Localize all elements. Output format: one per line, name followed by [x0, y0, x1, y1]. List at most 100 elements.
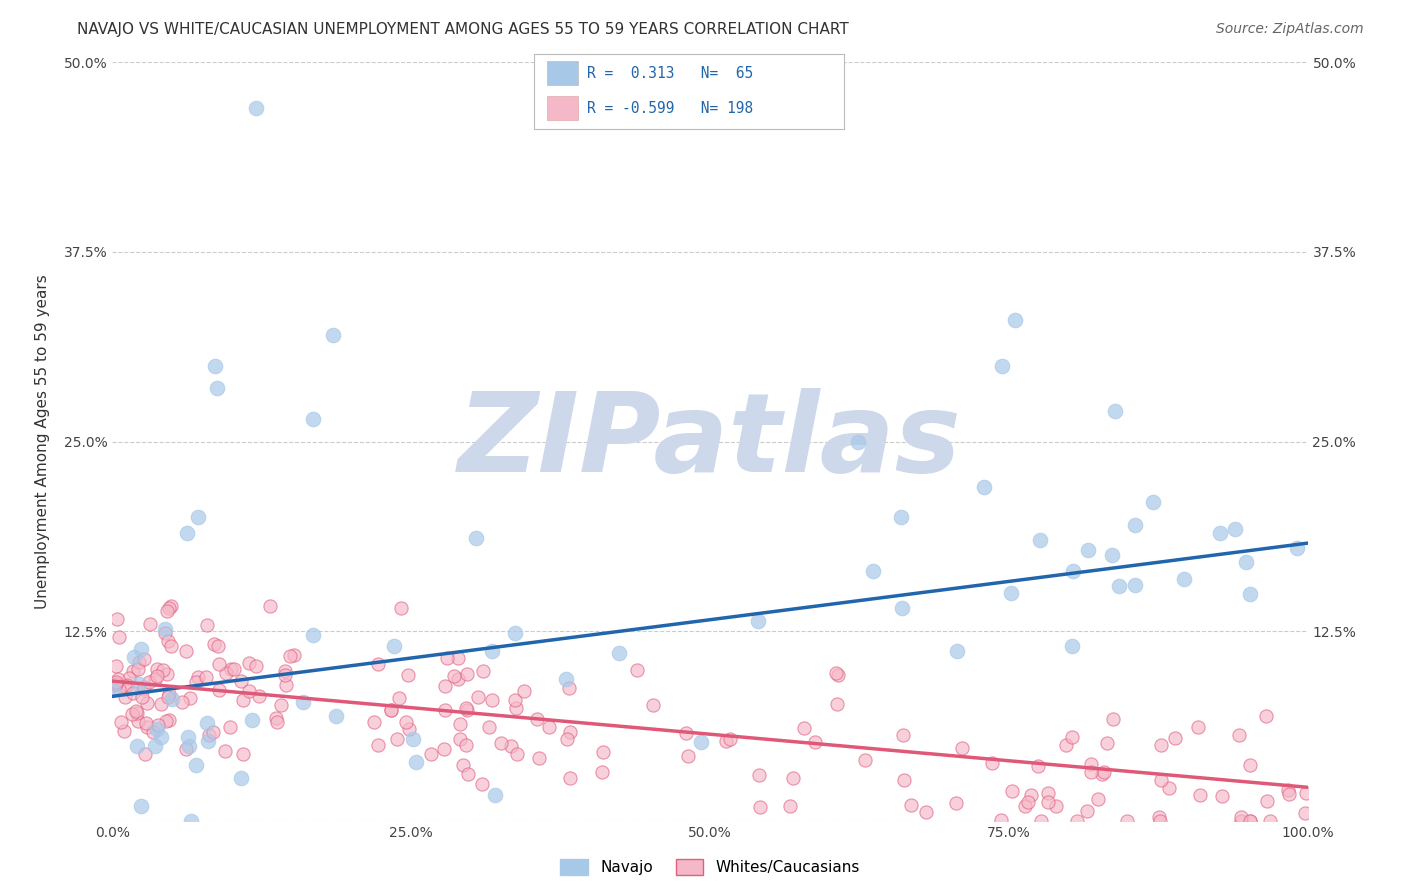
Point: [180, 814, 202, 828]
Point: [1239, 757, 1261, 772]
Point: [105, 675, 128, 690]
Point: [1077, 542, 1099, 557]
Point: [229, 673, 252, 688]
Point: [890, 601, 912, 615]
Point: [1125, 577, 1147, 591]
Bar: [547, 62, 578, 86]
Point: [1211, 789, 1233, 803]
Point: [125, 704, 148, 718]
Point: [499, 739, 522, 753]
Point: [146, 662, 169, 676]
Point: [720, 732, 742, 747]
Point: [396, 667, 419, 681]
Point: [152, 663, 174, 677]
Point: [853, 753, 876, 767]
Point: [219, 720, 242, 734]
Point: [1234, 555, 1257, 569]
Point: [503, 693, 526, 707]
Point: [434, 679, 457, 693]
Point: [108, 630, 131, 644]
Point: [689, 735, 711, 749]
Point: [367, 738, 389, 752]
Point: [238, 656, 260, 670]
Point: [554, 672, 576, 686]
Point: [198, 728, 221, 742]
Point: [104, 658, 127, 673]
Point: [443, 668, 465, 682]
Point: [205, 382, 228, 396]
Point: [513, 684, 536, 698]
Point: [131, 690, 153, 705]
Point: [748, 799, 770, 814]
Point: [207, 657, 229, 671]
Bar: [547, 96, 578, 120]
Point: [114, 690, 136, 704]
Point: [283, 648, 305, 662]
Point: [132, 680, 155, 694]
Point: [1004, 313, 1026, 327]
Point: [135, 696, 157, 710]
Point: [157, 687, 180, 701]
Point: [402, 731, 425, 746]
Point: [195, 670, 218, 684]
Point: [1239, 814, 1261, 828]
Point: [779, 799, 801, 814]
Point: [384, 639, 406, 653]
Point: [380, 703, 402, 717]
Point: [195, 715, 218, 730]
Point: [134, 747, 156, 761]
Point: [146, 722, 169, 736]
Point: [149, 697, 172, 711]
Point: [538, 720, 561, 734]
Point: [946, 644, 969, 658]
Point: [1150, 739, 1173, 753]
Text: R =  0.313   N=  65: R = 0.313 N= 65: [586, 66, 754, 81]
Point: [238, 684, 260, 698]
Point: [1230, 810, 1253, 824]
Point: [274, 664, 297, 678]
Point: [259, 599, 281, 613]
Point: [197, 734, 219, 748]
Point: [748, 768, 770, 782]
Point: [950, 741, 973, 756]
Point: [827, 668, 849, 682]
Point: [991, 359, 1014, 373]
Point: [273, 668, 295, 682]
Point: [157, 690, 180, 704]
Point: [1092, 765, 1115, 780]
Point: [447, 651, 470, 665]
Point: [157, 713, 180, 727]
Point: [1157, 780, 1180, 795]
Point: [204, 359, 226, 373]
Point: [128, 677, 150, 691]
Point: [1108, 579, 1130, 593]
Point: [159, 639, 181, 653]
Point: [505, 701, 527, 715]
Point: [1080, 765, 1102, 780]
Point: [1054, 738, 1077, 752]
Point: [215, 665, 238, 680]
Point: [114, 679, 136, 693]
Point: [184, 675, 207, 690]
Point: [1060, 730, 1083, 744]
Point: [1090, 767, 1112, 781]
Point: [398, 723, 420, 737]
Point: [363, 714, 385, 729]
Point: [1104, 404, 1126, 418]
Point: [558, 724, 581, 739]
Point: [125, 706, 148, 721]
Point: [1038, 786, 1060, 800]
Text: Source: ZipAtlas.com: Source: ZipAtlas.com: [1216, 22, 1364, 37]
Point: [136, 720, 159, 734]
Point: [449, 732, 471, 747]
Point: [1095, 736, 1118, 750]
Point: [434, 703, 457, 717]
Point: [389, 600, 412, 615]
Point: [1080, 756, 1102, 771]
Point: [592, 745, 614, 759]
Point: [1066, 814, 1088, 828]
Point: [782, 771, 804, 785]
Point: [1062, 639, 1084, 653]
Point: [990, 813, 1012, 827]
Point: [202, 637, 225, 651]
